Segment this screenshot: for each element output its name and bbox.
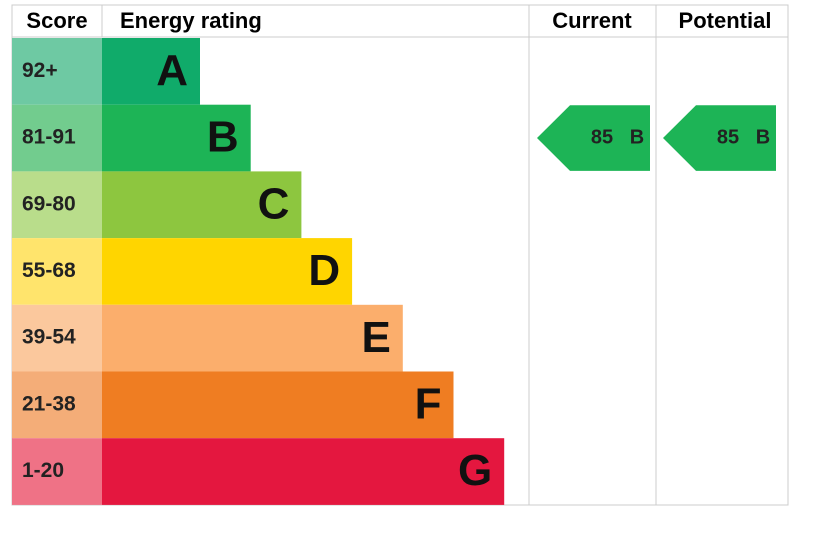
score-label: 81-91 (22, 126, 76, 149)
score-cell (12, 38, 102, 105)
score-cell (12, 171, 102, 239)
header-score: Score (26, 8, 87, 33)
score-label: 69-80 (22, 192, 76, 215)
current-rating: B (630, 126, 644, 148)
score-label: 1-20 (22, 459, 64, 482)
score-label: 92+ (22, 59, 58, 82)
potential-arrow (663, 105, 776, 171)
rating-bar (102, 438, 505, 505)
rating-bar (102, 304, 403, 372)
header-rating: Energy rating (120, 8, 262, 33)
score-cell (12, 438, 102, 505)
score-cell (12, 304, 102, 372)
rating-bar (102, 171, 302, 239)
rating-bar (102, 104, 251, 172)
header-potential: Potential (679, 8, 772, 33)
rating-letter: E (361, 313, 390, 362)
score-cell (12, 371, 102, 439)
rating-bar (102, 371, 454, 439)
header-current: Current (552, 8, 632, 33)
potential-rating: B (756, 126, 770, 148)
rating-bar (102, 38, 200, 105)
rating-letter: B (207, 113, 239, 162)
score-label: 39-54 (22, 326, 76, 349)
score-cell (12, 238, 102, 305)
rating-letter: C (258, 179, 290, 228)
rating-letter: G (458, 446, 492, 495)
current-arrow (537, 105, 650, 171)
score-cell (12, 104, 102, 172)
score-label: 55-68 (22, 259, 76, 282)
score-label: 21-38 (22, 392, 76, 415)
rating-letter: A (156, 46, 188, 95)
rating-letter: D (308, 246, 340, 295)
rating-letter: F (415, 379, 442, 428)
potential-value: 85 (717, 126, 739, 148)
rating-bar (102, 238, 353, 305)
current-value: 85 (591, 126, 613, 148)
